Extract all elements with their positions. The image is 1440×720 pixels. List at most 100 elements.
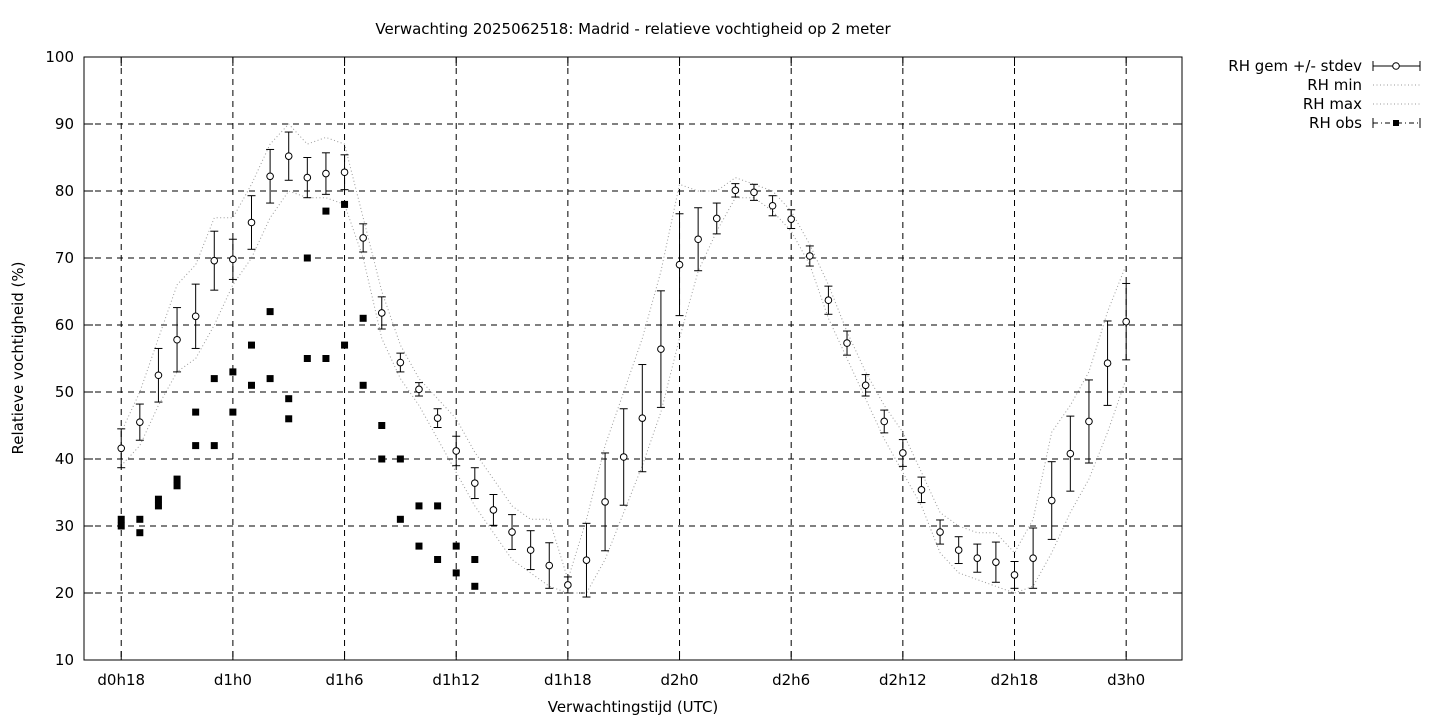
mean-marker [619,453,628,461]
mean-marker [954,546,963,554]
obs-marker [154,502,162,510]
obs-marker [434,556,442,563]
mean-marker [452,447,461,455]
obs-marker [136,515,144,523]
y-tick-label: 40 [55,450,74,468]
mean-marker [1010,571,1019,579]
mean-marker [582,556,591,564]
y-tick-label: 80 [55,182,74,200]
mean-marker [843,339,851,347]
errorbar-point [433,408,442,429]
min-max-lines [120,123,1127,594]
errorbar-point [638,364,647,473]
obs-marker [173,475,181,483]
errorbar-point [768,195,777,217]
legend-item-obs: RH obs [1309,114,1421,132]
observation-series [117,200,479,590]
y-tick-label: 100 [45,48,74,66]
grid [84,57,1182,660]
obs-marker [322,207,330,215]
errorbar-point [582,522,591,598]
plot-area-frame [83,56,1183,661]
mean-stdev-series [117,131,1131,598]
x-tick-label: d1h12 [432,671,480,689]
mean-marker [750,188,758,197]
chart-title: Verwachting 2025062518: Madrid - relatie… [375,20,891,38]
errorbar-point [303,157,312,199]
x-tick-label: d0h18 [97,671,145,689]
mean-marker [1047,496,1056,505]
y-tick-label: 90 [55,115,74,133]
obs-marker [434,502,442,510]
mean-marker [526,546,535,554]
obs-marker [247,381,255,389]
errorbar-point [824,285,833,315]
y-tick-label: 50 [55,383,74,401]
mean-marker [936,528,944,536]
errorbar-point [545,542,554,589]
errorbar-point [1010,561,1019,589]
rh-min-line [120,190,1127,594]
mean-marker [266,172,274,181]
mean-marker [1066,449,1075,458]
obs-marker [229,408,237,416]
x-tick-label: d3h0 [1107,671,1145,689]
legend-label-min: RH min [1307,76,1362,94]
mean-marker [154,371,163,380]
mean-marker [805,252,814,260]
mean-marker [824,296,833,305]
obs-marker [117,522,125,530]
mean-marker [880,417,889,426]
errorbar-point [154,347,163,403]
mean-marker [675,260,684,269]
errorbar-point [805,245,814,267]
mean-marker [284,152,293,160]
mean-marker [657,345,665,353]
errorbar-point [843,330,852,356]
obs-marker [378,422,386,429]
mean-marker [638,414,647,422]
errorbar-point [284,131,293,181]
obs-marker [378,455,386,463]
obs-marker [285,415,293,423]
mean-marker [117,444,126,453]
mean-marker [1029,554,1037,562]
errorbar-point [508,514,517,550]
obs-marker [471,582,479,590]
errorbar-point [1047,461,1056,540]
errorbar-point [954,536,963,565]
errorbar-point [917,476,926,504]
x-axis-ticks: d0h18 d1h0 d1h6 d1h12 d1h18 d2h0 d2h6 d2h12 d2h1… [97,57,1145,689]
obs-marker [303,254,311,262]
legend-item-min: RH min [1307,76,1420,94]
errorbar-point [228,238,237,280]
errorbar-point [880,409,889,434]
mean-marker [359,234,367,242]
obs-marker [285,395,293,403]
mean-marker [340,168,349,177]
obs-marker [341,200,349,208]
obs-marker [173,482,181,490]
legend-item-mean: RH gem +/- stdev [1228,57,1421,75]
mean-marker [731,186,740,195]
y-tick-label: 10 [55,651,74,669]
errorbar-point [489,494,498,526]
errorbar-point [452,435,461,467]
mean-marker [564,581,572,589]
obs-marker [154,495,162,503]
mean-marker [136,418,144,426]
mean-marker [1085,417,1093,426]
x-tick-label: d2h12 [879,671,927,689]
errorbar-point [359,223,368,253]
mean-marker [247,218,256,227]
mean-marker [545,561,554,570]
mean-marker [191,312,200,321]
legend-swatch-mean-marker [1392,62,1400,70]
errorbar-point [1122,282,1131,361]
errorbar-point [675,213,684,317]
errorbar-point [656,290,665,408]
errorbar-point [936,519,945,545]
errorbar-point [787,209,796,230]
mean-marker [303,173,312,182]
y-tick-label: 30 [55,517,74,535]
